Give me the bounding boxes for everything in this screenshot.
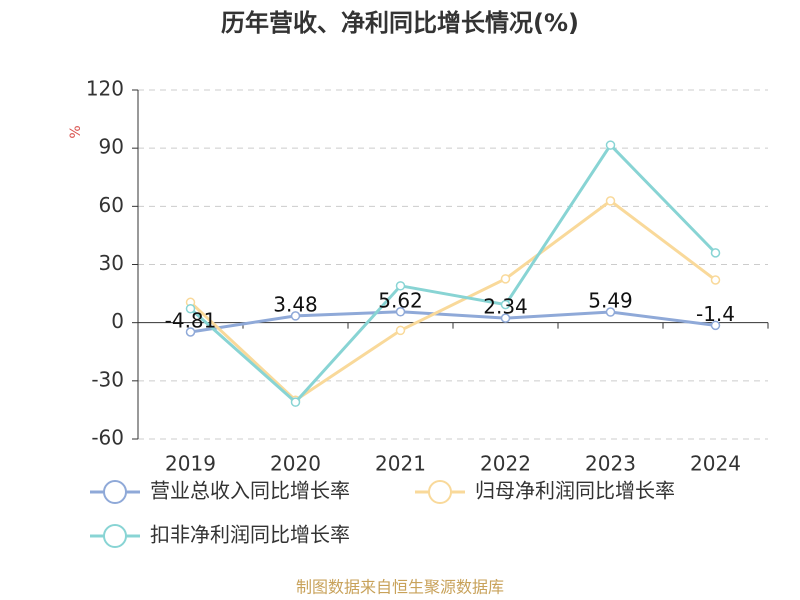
data-point	[185, 303, 196, 314]
y-tick-label: -30	[91, 367, 124, 391]
y-tick-label: 60	[99, 193, 124, 217]
y-tick-label: 90	[99, 135, 124, 159]
data-label: 5.49	[588, 289, 633, 313]
data-point	[500, 274, 511, 284]
y-tick-label: 120	[86, 77, 124, 101]
data-point	[290, 311, 301, 321]
data-label: 2.34	[483, 295, 528, 319]
legend-label: 归母净利润同比增长率	[475, 479, 675, 503]
data-point	[395, 307, 406, 317]
y-tick-label: 0	[111, 309, 124, 333]
data-point	[710, 248, 721, 258]
data-point	[395, 325, 406, 336]
chart-title: 历年营收、净利同比增长情况(%)	[221, 9, 579, 37]
legend-marker	[428, 480, 452, 504]
data-point	[710, 275, 721, 285]
x-tick-label: 2021	[375, 452, 426, 476]
data-point	[605, 307, 616, 317]
series-line	[190, 310, 716, 334]
y-tick-label: -60	[91, 426, 124, 450]
legend-marker	[103, 480, 127, 504]
data-point	[710, 320, 721, 331]
x-tick-label: 2019	[165, 452, 216, 476]
y-axis-label: %	[68, 125, 84, 138]
data-point	[605, 196, 616, 206]
data-label: 5.62	[378, 288, 423, 312]
data-label: -1.4	[696, 302, 735, 326]
legend-label: 扣非净利润同比增长率	[150, 523, 350, 547]
source-note: 制图数据来自恒生聚源数据库	[296, 578, 504, 597]
data-point	[185, 327, 196, 337]
data-point	[290, 397, 301, 407]
x-tick-label: 2024	[690, 452, 741, 476]
series-line	[189, 199, 717, 403]
series-line	[189, 142, 717, 405]
data-point	[395, 281, 406, 291]
y-tick-label: 30	[99, 251, 124, 275]
data-point	[500, 313, 511, 323]
x-tick-label: 2023	[585, 452, 636, 476]
data-label: -4.81	[165, 308, 217, 332]
x-tick-label: 2022	[480, 452, 531, 476]
data-point	[605, 140, 616, 150]
data-label: 3.48	[273, 292, 318, 316]
x-tick-label: 2020	[270, 452, 321, 476]
data-point	[500, 299, 511, 310]
legend-label: 营业总收入同比增长率	[150, 479, 350, 503]
legend-marker	[103, 524, 127, 548]
